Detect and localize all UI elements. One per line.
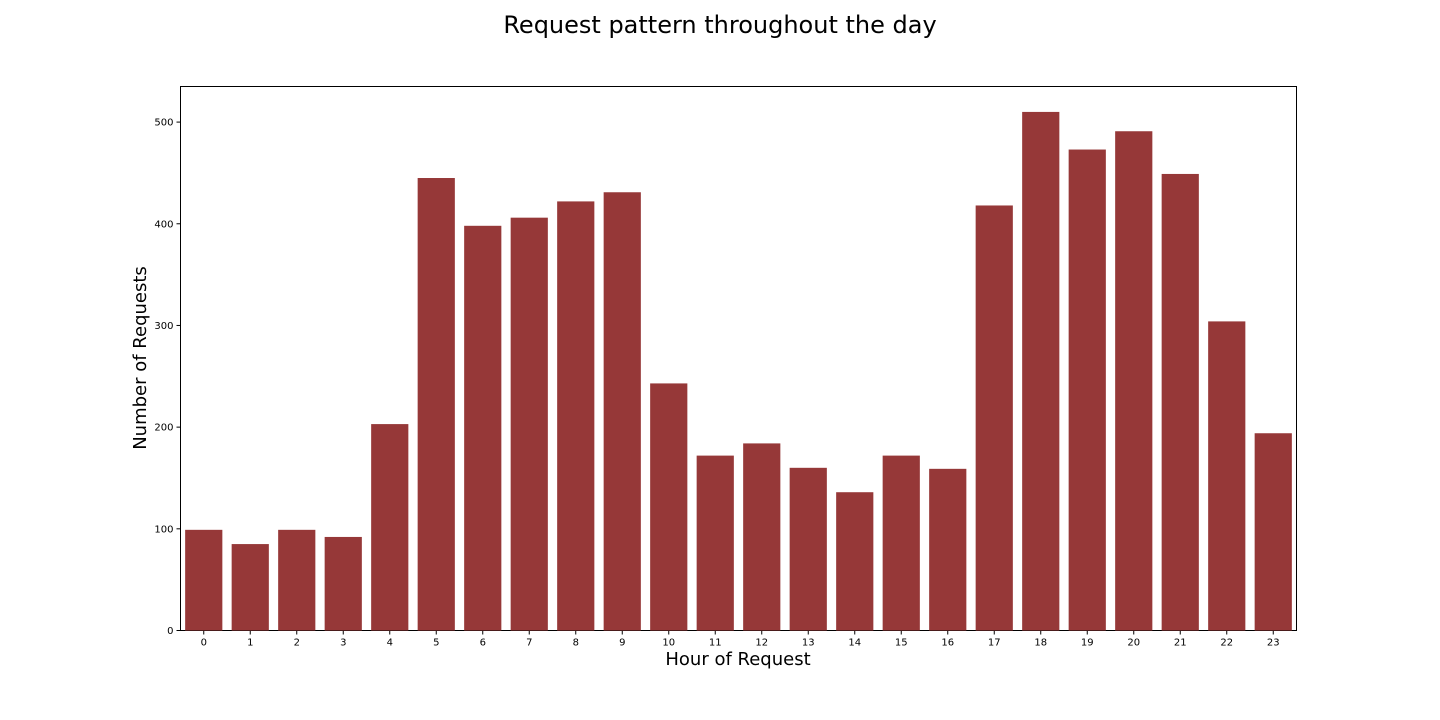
y-tick-label: 100 bbox=[154, 524, 173, 535]
x-tick-label: 20 bbox=[1127, 638, 1140, 649]
x-tick-label: 23 bbox=[1267, 638, 1280, 649]
bar-hour-0 bbox=[185, 529, 223, 631]
x-tick-label: 13 bbox=[802, 638, 815, 649]
x-axis-label: Hour of Request bbox=[665, 649, 810, 670]
x-tick-label: 14 bbox=[848, 638, 861, 649]
x-tick-label: 8 bbox=[573, 638, 579, 649]
x-tick-label: 2 bbox=[294, 638, 300, 649]
x-tick-label: 19 bbox=[1081, 638, 1094, 649]
x-axis: 0 1 2 3 4 5 6 7 8 9 10 11 12 13 14 15 16 17 18 19 20 21 22 23 bbox=[201, 630, 1280, 649]
bar-hour-14 bbox=[836, 492, 874, 631]
bar-hour-7 bbox=[510, 217, 548, 631]
bar-hour-23 bbox=[1254, 433, 1292, 631]
bar-hour-11 bbox=[696, 455, 734, 631]
bar-hour-12 bbox=[743, 443, 781, 631]
x-tick-label: 17 bbox=[988, 638, 1001, 649]
x-tick-label: 0 bbox=[201, 638, 207, 649]
x-tick-label: 5 bbox=[433, 638, 439, 649]
bar-hour-19 bbox=[1068, 149, 1106, 631]
x-tick-label: 4 bbox=[387, 638, 393, 649]
bar-hour-13 bbox=[789, 467, 827, 631]
y-tick-label: 300 bbox=[154, 321, 173, 332]
x-tick-label: 7 bbox=[526, 638, 532, 649]
bar-hour-3 bbox=[324, 536, 362, 631]
x-tick-label: 3 bbox=[340, 638, 346, 649]
bar-hour-9 bbox=[603, 192, 641, 631]
chart-title: Request pattern throughout the day bbox=[503, 11, 936, 39]
x-tick-label: 18 bbox=[1034, 638, 1047, 649]
bar-hour-6 bbox=[464, 225, 502, 631]
bar-hour-21 bbox=[1161, 173, 1199, 631]
x-tick-label: 9 bbox=[619, 638, 625, 649]
bar-hour-20 bbox=[1115, 131, 1153, 631]
x-tick-label: 15 bbox=[895, 638, 908, 649]
bar-hour-1 bbox=[231, 544, 269, 631]
x-tick-label: 16 bbox=[941, 638, 954, 649]
bars-group bbox=[185, 111, 1292, 631]
y-tick-label: 400 bbox=[154, 219, 173, 230]
bar-hour-17 bbox=[975, 205, 1013, 631]
bar-hour-2 bbox=[278, 529, 316, 631]
bar-hour-8 bbox=[557, 201, 595, 631]
bar-hour-15 bbox=[882, 455, 920, 631]
bar-hour-4 bbox=[371, 424, 409, 631]
bar-hour-18 bbox=[1022, 111, 1060, 631]
x-tick-label: 10 bbox=[662, 638, 675, 649]
bar-hour-16 bbox=[929, 468, 967, 631]
y-tick-label: 200 bbox=[154, 423, 173, 434]
x-tick-label: 22 bbox=[1220, 638, 1233, 649]
bar-hour-5 bbox=[417, 178, 455, 631]
x-tick-label: 21 bbox=[1174, 638, 1187, 649]
x-tick-label: 12 bbox=[755, 638, 768, 649]
x-tick-label: 6 bbox=[480, 638, 486, 649]
y-tick-label: 500 bbox=[154, 118, 173, 129]
bar-hour-22 bbox=[1208, 321, 1246, 631]
bar-hour-10 bbox=[650, 383, 688, 631]
x-tick-label: 11 bbox=[709, 638, 722, 649]
y-axis-label: Number of Requests bbox=[130, 266, 151, 450]
x-tick-label: 1 bbox=[247, 638, 253, 649]
y-tick-label: 0 bbox=[167, 626, 173, 637]
plot-area bbox=[180, 86, 1297, 631]
y-axis: 0 100 200 300 400 500 bbox=[154, 118, 181, 637]
